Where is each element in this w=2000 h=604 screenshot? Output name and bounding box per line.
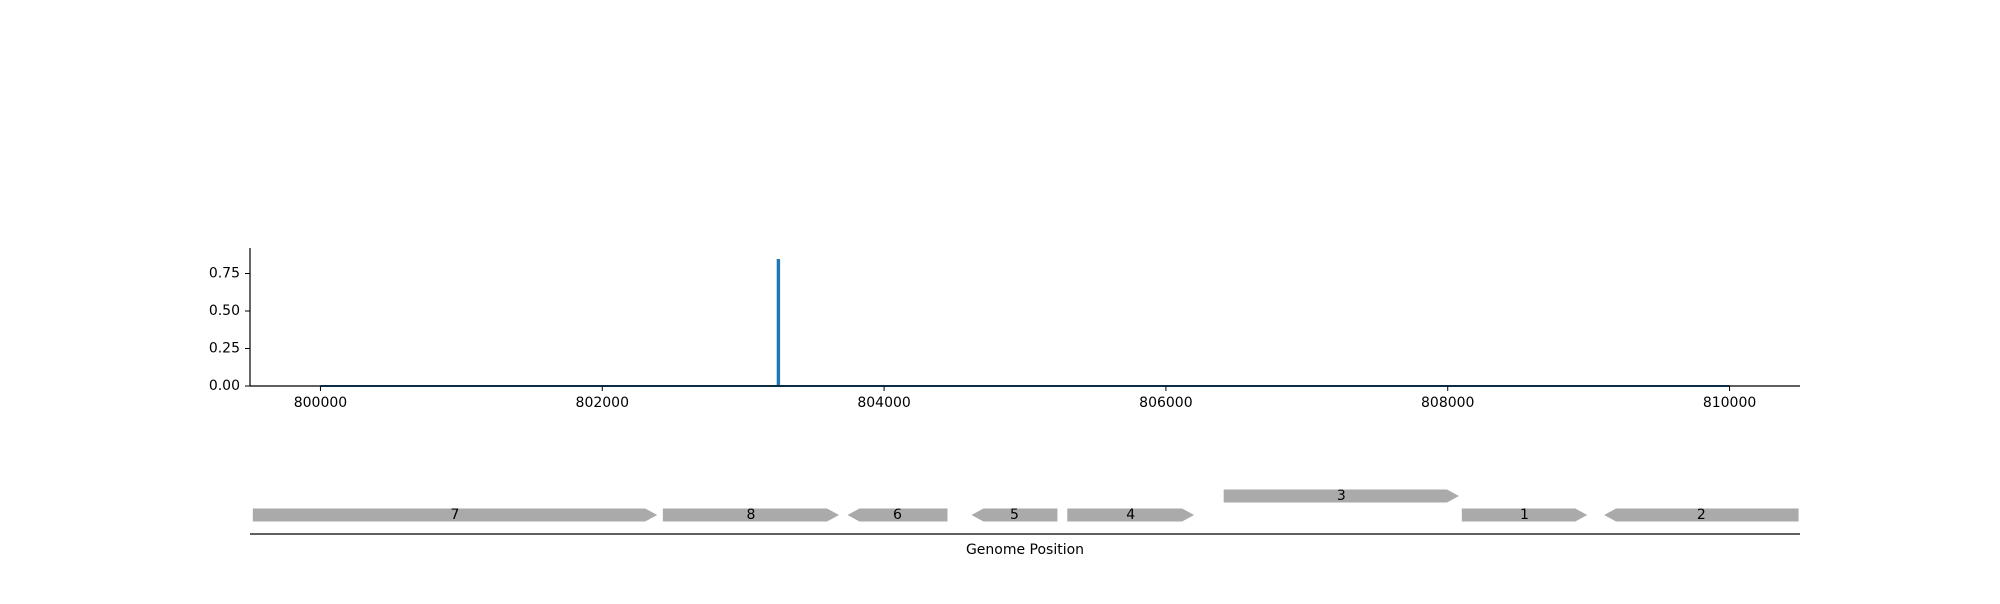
y-tick-label: 0.00 (209, 378, 240, 394)
coverage-plot: 800000 802000 804000 806000 808000 810000 0.0… (209, 248, 1800, 411)
gene-feature-2 (1604, 508, 1799, 522)
gene-feature-3 (1223, 489, 1459, 503)
y-tick-label: 0.75 (209, 266, 240, 282)
gene-feature-label: 7 (451, 507, 460, 523)
gene-feature-8 (662, 508, 839, 522)
gene-feature-6 (847, 508, 948, 522)
gene-feature-label: 5 (1010, 507, 1019, 523)
x-tick-label: 800000 (294, 395, 347, 411)
y-tick-label: 0.50 (209, 303, 240, 319)
x-axis-label: Genome Position (966, 542, 1084, 558)
coverage-line-0 (320, 259, 1730, 387)
x-ticks-group: 800000 802000 804000 806000 808000 810000 (294, 386, 1756, 411)
x-tick-label: 802000 (576, 395, 629, 411)
gene-feature-1 (1461, 508, 1588, 522)
gene-feature-4 (1067, 508, 1195, 522)
x-tick-label: 810000 (1703, 395, 1756, 411)
y-ticks-group: 0.00 0.25 0.50 0.75 (209, 266, 250, 394)
x-tick-label: 806000 (1139, 395, 1192, 411)
gene-feature-label: 2 (1697, 507, 1706, 523)
x-tick-label: 804000 (857, 395, 910, 411)
gene-features-group: 7 8 6 5 4 3 1 2 (252, 488, 1799, 523)
gene-feature-5 (971, 508, 1058, 522)
gene-feature-label: 6 (893, 507, 902, 523)
gene-feature-label: 8 (746, 507, 755, 523)
gene-feature-label: 4 (1126, 507, 1135, 523)
y-tick-label: 0.25 (209, 341, 240, 357)
coverage-series-group (320, 259, 1730, 387)
x-tick-label: 808000 (1421, 395, 1474, 411)
gene-feature-label: 3 (1337, 488, 1346, 504)
gene-feature-7 (252, 508, 658, 522)
gene-track: 7 8 6 5 4 3 1 2 Genome Position (250, 488, 1800, 558)
gene-feature-label: 1 (1520, 507, 1529, 523)
